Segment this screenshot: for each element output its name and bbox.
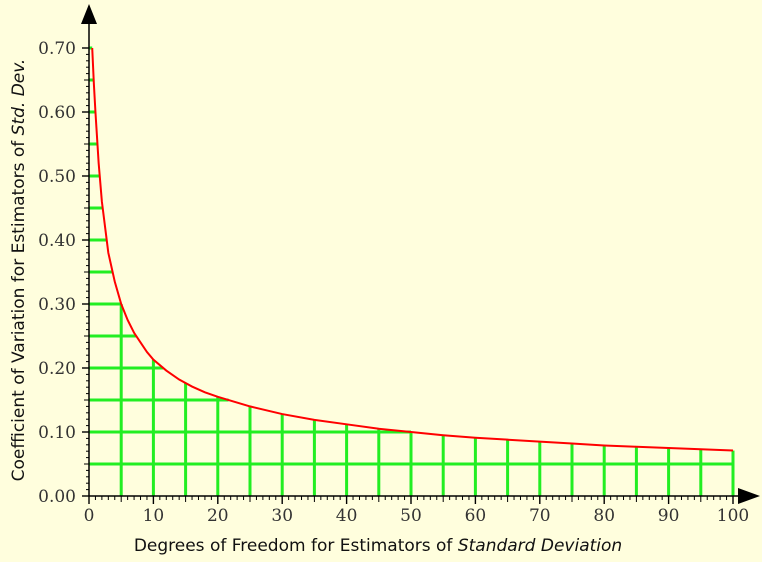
- y-tick-label: 0.60: [38, 103, 76, 123]
- x-tick-label: 50: [400, 506, 422, 526]
- y-tick-label: 0.50: [38, 167, 76, 187]
- x-axis-title-prefix: Degrees of Freedom for Estimators of: [134, 536, 458, 556]
- x-axis-title: Degrees of Freedom for Estimators of Sta…: [134, 536, 622, 556]
- x-tick-label: 40: [336, 506, 358, 526]
- y-axis-title-prefix: Coefficient of Variation for Estimators …: [9, 135, 29, 481]
- x-tick-label: 90: [658, 506, 680, 526]
- y-axis-title-italic: Std. Dev.: [9, 59, 29, 136]
- series: [91, 47, 734, 452]
- x-tick-label: 80: [593, 506, 615, 526]
- y-tick-label: 0.70: [38, 39, 76, 59]
- x-axis-arrow: [738, 488, 760, 504]
- cv-curve: [91, 47, 734, 452]
- x-tick-label: 0: [84, 506, 95, 526]
- grid: [89, 46, 735, 496]
- y-tick-label: 0.40: [38, 231, 76, 251]
- x-tick-label: 10: [143, 506, 165, 526]
- x-tick-label: 60: [465, 506, 487, 526]
- axes: [81, 4, 760, 504]
- x-axis-title-italic: Standard Deviation: [458, 536, 622, 556]
- y-axis-arrow: [81, 4, 97, 24]
- y-tick-label: 0.10: [38, 423, 76, 443]
- y-tick-label: 0.30: [38, 295, 76, 315]
- x-tick-label: 70: [529, 506, 551, 526]
- x-tick-label: 30: [271, 506, 293, 526]
- tick-labels: 0 10 20 30 40 50 60 70 80 90 100 0.00 0.10 0.20 0.30 0.…: [38, 39, 749, 526]
- x-tick-label: 20: [207, 506, 229, 526]
- y-tick-label: 0.20: [38, 359, 76, 379]
- y-axis-title: Coefficient of Variation for Estimators …: [9, 59, 29, 482]
- minor-ticks: [82, 47, 734, 504]
- y-tick-label: 0.00: [38, 487, 76, 507]
- x-tick-label: 100: [717, 506, 749, 526]
